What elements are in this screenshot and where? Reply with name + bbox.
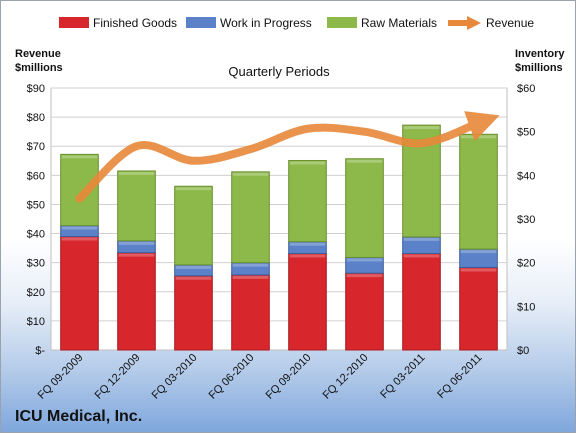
legend-arrow-icon bbox=[467, 16, 481, 30]
legend-swatch-finished-goods bbox=[59, 17, 89, 28]
bar-raw-materials bbox=[345, 158, 384, 258]
bar-finished-goods bbox=[402, 252, 441, 351]
bar-finished-goods bbox=[459, 266, 498, 351]
right-tick-label: $60 bbox=[517, 83, 535, 95]
left-tick-label: $- bbox=[35, 345, 45, 357]
x-tick-label: FQ 12-2009 bbox=[93, 352, 143, 402]
left-tick-label: $40 bbox=[27, 229, 45, 241]
left-tick-label: $90 bbox=[27, 83, 45, 95]
right-axis-title-line2: $millions bbox=[515, 62, 563, 74]
bar-highlight bbox=[289, 242, 326, 246]
right-tick-label: $30 bbox=[517, 214, 535, 226]
bar-highlight bbox=[118, 253, 155, 257]
left-tick-label: $20 bbox=[27, 287, 45, 299]
company-name: ICU Medical, Inc. bbox=[15, 408, 142, 425]
bar-highlight bbox=[289, 254, 326, 258]
x-tick-label: FQ 06-2011 bbox=[435, 352, 484, 401]
x-tick-label: FQ 03-2010 bbox=[150, 352, 200, 402]
bar-finished-goods bbox=[288, 252, 327, 351]
bar-highlight bbox=[175, 276, 212, 280]
right-axis-title-line1: Inventory bbox=[515, 48, 565, 60]
bar-highlight bbox=[346, 159, 383, 163]
bar-highlight bbox=[232, 275, 269, 279]
legend-label-raw-materials: Raw Materials bbox=[361, 16, 437, 30]
bar-highlight bbox=[61, 226, 98, 230]
x-tick-label: FQ 09-2010 bbox=[264, 352, 314, 402]
left-tick-label: $30 bbox=[27, 258, 45, 270]
bar-raw-materials bbox=[174, 185, 213, 266]
legend-label-revenue: Revenue bbox=[486, 16, 534, 30]
bar-raw-materials bbox=[231, 171, 270, 264]
bar-raw-materials bbox=[459, 133, 498, 250]
right-tick-label: $50 bbox=[517, 127, 535, 139]
x-tick-label: FQ 12-2010 bbox=[321, 352, 371, 402]
chart-title: Quarterly Periods bbox=[228, 64, 330, 79]
bar-highlight bbox=[61, 155, 98, 159]
left-tick-label: $70 bbox=[27, 141, 45, 153]
bar-highlight bbox=[175, 187, 212, 191]
bar-highlight bbox=[289, 161, 326, 165]
bar-highlight bbox=[460, 250, 497, 254]
left-axis-title-line2: $millions bbox=[15, 62, 63, 74]
bar-finished-goods bbox=[174, 275, 213, 351]
right-axis-ticks: $0 $10 $20 $30 $40 $50 $60 bbox=[517, 83, 535, 357]
legend-item-work-in-progress: Work in Progress bbox=[186, 16, 312, 30]
left-tick-label: $80 bbox=[27, 112, 45, 124]
x-tick-label: FQ 09-2009 bbox=[36, 352, 86, 402]
bar-highlight bbox=[403, 126, 440, 130]
legend-label-finished-goods: Finished Goods bbox=[93, 16, 177, 30]
bars bbox=[60, 124, 498, 351]
bar-highlight bbox=[403, 237, 440, 241]
right-tick-label: $10 bbox=[517, 301, 535, 313]
bar-highlight bbox=[460, 135, 497, 139]
legend-item-finished-goods: Finished Goods bbox=[59, 16, 177, 30]
legend-swatch-work-in-progress bbox=[186, 17, 216, 28]
bar-raw-materials bbox=[288, 159, 327, 243]
legend-swatch-raw-materials bbox=[327, 17, 357, 28]
right-tick-label: $0 bbox=[517, 345, 529, 357]
x-tick-label: FQ 06-2010 bbox=[207, 352, 257, 402]
left-axis-ticks: $- $10 $20 $30 $40 $50 $60 $70 $80 $90 bbox=[27, 83, 46, 357]
bar-highlight bbox=[232, 263, 269, 267]
left-tick-label: $60 bbox=[27, 170, 45, 182]
bar-highlight bbox=[175, 265, 212, 269]
bar-highlight bbox=[346, 258, 383, 262]
bar-highlight bbox=[61, 237, 98, 241]
right-tick-label: $40 bbox=[517, 170, 535, 182]
bar-finished-goods bbox=[231, 274, 270, 351]
bar-highlight bbox=[460, 268, 497, 272]
bar-highlight bbox=[346, 274, 383, 278]
legend: Finished Goods Work in Progress Raw Mate… bbox=[59, 16, 534, 30]
revenue-line-path bbox=[75, 111, 500, 203]
bar-highlight bbox=[232, 172, 269, 176]
x-axis-ticks: FQ 09-2009 FQ 12-2009 FQ 03-2010 FQ 06-2010… bbox=[36, 352, 485, 402]
bar-highlight bbox=[118, 171, 155, 175]
bar-finished-goods bbox=[117, 252, 156, 351]
revenue-line bbox=[75, 111, 500, 203]
bar-raw-materials bbox=[117, 170, 156, 242]
left-tick-label: $50 bbox=[27, 199, 45, 211]
bar-finished-goods bbox=[60, 235, 99, 351]
legend-item-revenue: Revenue bbox=[448, 16, 534, 30]
left-tick-label: $10 bbox=[27, 316, 45, 328]
x-tick-label: FQ 03-2011 bbox=[378, 352, 427, 401]
bar-finished-goods bbox=[345, 272, 384, 351]
legend-item-raw-materials: Raw Materials bbox=[327, 16, 437, 30]
bar-highlight bbox=[118, 241, 155, 245]
left-axis-title-line1: Revenue bbox=[15, 48, 61, 60]
bar-highlight bbox=[403, 254, 440, 258]
right-tick-label: $20 bbox=[517, 258, 535, 270]
legend-label-work-in-progress: Work in Progress bbox=[220, 16, 312, 30]
